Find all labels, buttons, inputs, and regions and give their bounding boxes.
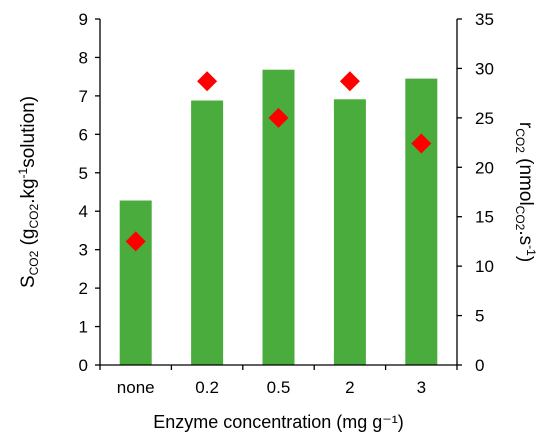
data-point bbox=[197, 71, 218, 92]
markers-group bbox=[125, 71, 432, 252]
bar bbox=[333, 99, 366, 366]
data-point bbox=[268, 107, 289, 128]
y-right-tick-label: 30 bbox=[475, 59, 494, 78]
x-tick-label: 2 bbox=[345, 378, 354, 397]
y-right-tick-label: 5 bbox=[475, 307, 484, 326]
bars-group bbox=[119, 69, 438, 366]
axes-group bbox=[95, 18, 462, 370]
y-left-tick-label: 0 bbox=[79, 356, 88, 375]
x-tick-label: 0.2 bbox=[195, 378, 219, 397]
bar bbox=[119, 200, 152, 365]
bar bbox=[405, 78, 438, 365]
y-left-tick-label: 4 bbox=[79, 202, 88, 221]
x-tick-label: 0.5 bbox=[267, 378, 291, 397]
y-left-tick-label: 8 bbox=[79, 48, 88, 67]
y-right-tick-label: 15 bbox=[475, 208, 494, 227]
y-left-tick-label: 6 bbox=[79, 125, 88, 144]
x-tick-label: 3 bbox=[417, 378, 426, 397]
labels-group: 0 1 2 3 4 5 6 7 8 9 0 5 10 15 20 25 30 35 none 0.2 0.5 2 3 Enzy… bbox=[16, 10, 538, 432]
data-point bbox=[339, 71, 360, 92]
y-left-tick-label: 3 bbox=[79, 241, 88, 260]
y-axis-left-label: SCO2 (gCO2.kg-1solution) bbox=[16, 96, 41, 288]
y-right-tick-label: 10 bbox=[475, 257, 494, 276]
y-left-tick-label: 7 bbox=[79, 87, 88, 106]
y-left-tick-label: 1 bbox=[79, 318, 88, 337]
data-point bbox=[411, 133, 432, 154]
data-point bbox=[125, 231, 146, 252]
x-axis-label: Enzyme concentration (mg g⁻¹) bbox=[153, 412, 404, 432]
y-axis-right-label: rCO2 (nmolCO2.s-1) bbox=[513, 122, 538, 262]
y-left-tick-label: 9 bbox=[79, 10, 88, 29]
x-tick-label: none bbox=[117, 378, 155, 397]
y-right-tick-label: 25 bbox=[475, 109, 494, 128]
y-left-tick-label: 5 bbox=[79, 164, 88, 183]
y-right-tick-label: 0 bbox=[475, 356, 484, 375]
y-left-tick-label: 2 bbox=[79, 279, 88, 298]
bar bbox=[191, 100, 224, 365]
y-right-tick-label: 20 bbox=[475, 158, 494, 177]
y-right-tick-label: 35 bbox=[475, 10, 494, 29]
